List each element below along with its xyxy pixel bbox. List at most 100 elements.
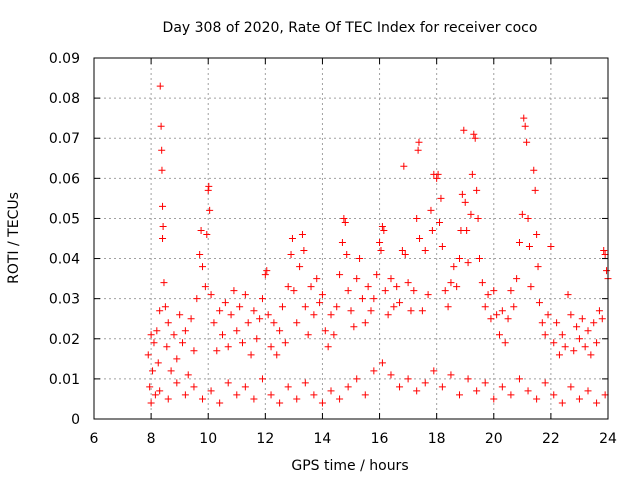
data-point [159,222,167,230]
x-tick-label: 22 [542,431,560,447]
data-point [438,243,446,251]
data-point [593,399,601,407]
data-point [520,114,528,122]
data-point [327,387,335,395]
data-point [581,343,589,351]
data-point [190,347,198,355]
data-point [221,299,229,307]
data-point [598,315,606,323]
data-point [318,291,326,299]
data-point [495,331,503,339]
y-tick-label: 0 [71,412,80,428]
y-tick-label: 0.04 [49,252,80,268]
data-point [276,327,284,335]
data-point [199,263,207,271]
data-point [490,287,498,295]
data-point [353,375,361,383]
data-point [347,307,355,315]
data-point [193,295,201,303]
data-point [601,391,609,399]
data-point [603,267,611,275]
data-point [158,146,166,154]
x-tick-label: 6 [90,431,99,447]
data-point [393,283,401,291]
data-point [396,299,404,307]
data-point [327,311,335,319]
data-point [484,291,492,299]
data-point [456,391,464,399]
data-point [414,146,422,154]
data-point [284,283,292,291]
data-point [258,375,266,383]
data-point [273,351,281,359]
data-point [590,319,598,327]
data-point [437,194,445,202]
data-point [415,138,423,146]
data-point [301,379,309,387]
data-point [493,311,501,319]
y-tick-label: 0.03 [49,292,80,308]
data-point [470,130,478,138]
data-point [318,399,326,407]
x-tick-label: 10 [199,431,217,447]
data-point [210,319,218,327]
data-point [481,303,489,311]
data-point [398,247,406,255]
data-point [163,343,171,351]
data-point [575,335,583,343]
data-point [541,379,549,387]
data-point [450,263,458,271]
data-point [213,347,221,355]
grid-lines [94,58,608,419]
data-point [276,399,284,407]
data-point [364,283,372,291]
data-point [567,311,575,319]
data-point [270,319,278,327]
x-tick-label: 8 [147,431,156,447]
y-axis-ticks: 0 0.01 0.02 0.03 0.04 0.05 0.06 0.07 0.08 0.09 [49,51,608,428]
data-point [233,391,241,399]
data-point [384,311,392,319]
data-point [515,375,523,383]
data-point [567,383,575,391]
data-point [324,343,332,351]
data-point [541,331,549,339]
data-point [154,359,162,367]
x-tick-label: 20 [485,431,503,447]
y-tick-label: 0.01 [49,372,80,388]
data-point [298,230,306,238]
data-point [287,251,295,259]
data-point [478,279,486,287]
data-point [151,391,159,399]
data-point [150,339,158,347]
data-point [156,307,164,315]
y-axis-label: ROTI / TECUs [6,192,22,284]
data-point [147,331,155,339]
data-point [421,247,429,255]
data-point [159,235,167,242]
data-point [474,214,482,222]
data-point [204,186,212,194]
data-point [263,267,271,275]
data-point [533,395,541,403]
data-point [344,383,352,391]
data-point [510,303,518,311]
chart-title: Day 308 of 2020, Rate Of TEC Index for r… [163,20,538,36]
x-tick-label: 14 [314,431,332,447]
data-point [296,263,304,271]
data-point [461,198,469,206]
data-point [501,339,509,347]
data-point [584,387,592,395]
data-point [159,202,167,210]
data-point [518,210,526,218]
data-point [564,291,572,299]
data-point [146,383,154,391]
data-point [498,307,506,315]
data-point [167,367,175,375]
data-point [533,230,541,238]
data-point [473,186,481,194]
data-point [538,319,546,327]
data-point [164,319,172,327]
data-point [181,327,189,335]
data-point [250,307,258,315]
